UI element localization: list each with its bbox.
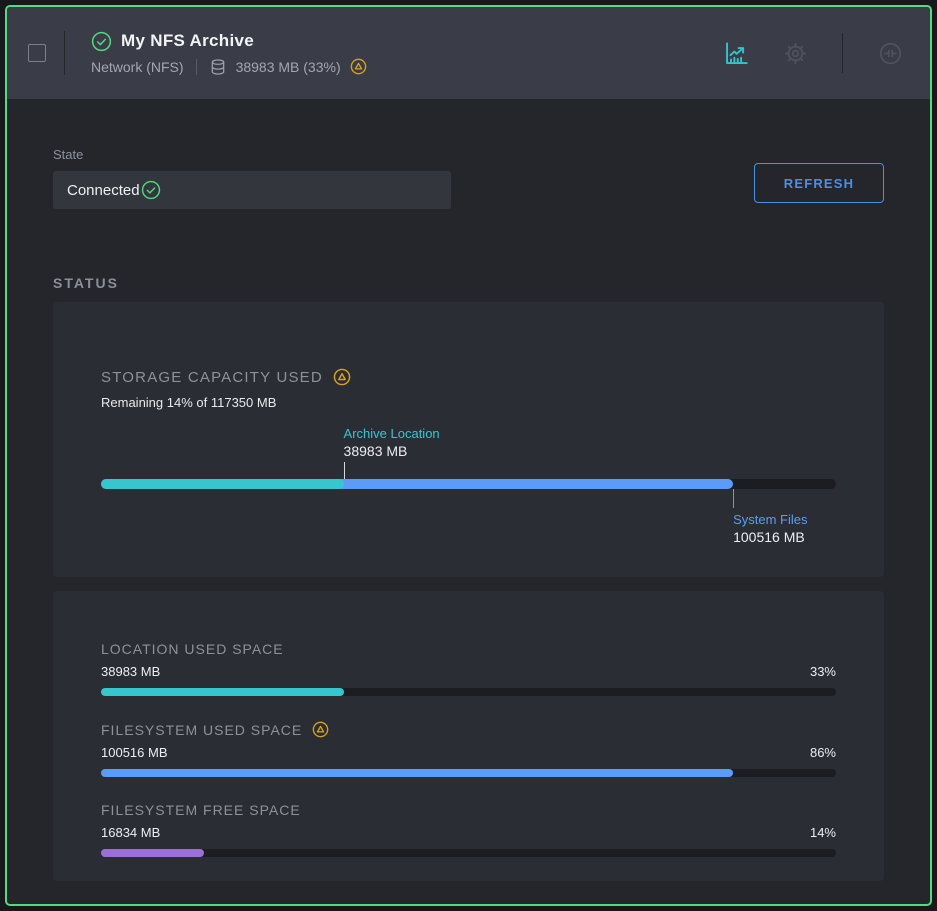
system-files-segment	[101, 479, 734, 489]
settings-gear-icon[interactable]	[783, 41, 808, 66]
archive-location-annotation: Archive Location 38983 MB	[101, 426, 836, 479]
state-label: State	[53, 147, 84, 162]
filesystem-free-space-percent: 14%	[809, 825, 836, 840]
subtitle-divider	[195, 58, 197, 75]
title-block: My NFS Archive Network (NFS) 38983 MB (3…	[91, 31, 367, 76]
page-title: My NFS Archive	[121, 31, 254, 50]
header-bar: My NFS Archive Network (NFS) 38983 MB (3…	[7, 7, 930, 99]
status-section-heading: STATUS	[53, 275, 119, 291]
warning-icon	[350, 58, 367, 75]
location-used-space-fill	[101, 688, 344, 696]
header-actions	[688, 33, 904, 73]
header-divider	[64, 31, 65, 75]
usage-details-card: LOCATION USED SPACE 38983 MB 33% FILESYS…	[53, 591, 884, 881]
filesystem-used-space-percent: 86%	[809, 745, 836, 760]
archive-detail-window: My NFS Archive Network (NFS) 38983 MB (3…	[5, 5, 932, 906]
page-body: State Connected REFRESH STATUS STORAGE C…	[7, 99, 930, 904]
location-used-space-bar	[101, 688, 836, 696]
storage-capacity-card: STORAGE CAPACITY USED Remaining 14% of 1…	[53, 302, 884, 577]
filesystem-free-space-label: FILESYSTEM FREE SPACE	[101, 802, 301, 818]
connected-check-icon	[91, 31, 112, 52]
capacity-stacked-bar	[101, 479, 836, 489]
actions-divider	[842, 33, 843, 73]
archive-type-label: Network (NFS)	[91, 58, 184, 75]
state-value: Connected	[67, 181, 140, 199]
state-row: State Connected REFRESH	[53, 147, 884, 209]
filesystem-used-warning-icon	[312, 721, 329, 738]
system-files-value: 100516 MB	[733, 529, 805, 545]
filesystem-used-space-row: FILESYSTEM USED SPACE 100516 MB 86%	[101, 721, 836, 777]
capacity-remaining-label: Remaining 14% of 117350 MB	[101, 395, 277, 410]
filesystem-used-space-fill	[101, 769, 734, 777]
location-used-space-percent: 33%	[809, 664, 836, 679]
filesystem-used-space-label: FILESYSTEM USED SPACE	[101, 721, 303, 738]
location-used-space-value: 38983 MB	[101, 664, 161, 679]
filesystem-free-space-row: FILESYSTEM FREE SPACE 16834 MB 14%	[101, 802, 836, 857]
capacity-card-title: STORAGE CAPACITY USED	[101, 368, 323, 386]
disconnect-icon[interactable]	[877, 40, 904, 67]
state-connected-check-icon	[141, 180, 161, 200]
capacity-warning-icon	[333, 368, 351, 386]
filesystem-free-space-value: 16834 MB	[101, 825, 161, 840]
archive-location-value: 38983 MB	[343, 443, 408, 459]
filesystem-used-space-value: 100516 MB	[101, 745, 168, 760]
archive-location-segment	[101, 479, 344, 489]
archive-location-tick	[343, 462, 345, 479]
statistics-icon[interactable]	[722, 40, 749, 67]
filesystem-used-space-bar	[101, 769, 836, 777]
system-files-label: System Files	[733, 512, 808, 527]
location-used-space-label: LOCATION USED SPACE	[101, 641, 284, 657]
filesystem-free-space-fill	[101, 849, 204, 857]
filesystem-free-space-bar	[101, 849, 836, 857]
archive-location-label: Archive Location	[343, 426, 440, 441]
state-field[interactable]: Connected	[53, 171, 451, 209]
location-used-space-row: LOCATION USED SPACE 38983 MB 33%	[101, 641, 836, 696]
system-files-annotation: System Files 100516 MB	[101, 489, 836, 547]
system-files-tick	[733, 489, 735, 508]
select-checkbox[interactable]	[28, 44, 46, 62]
usage-summary-label: 38983 MB (33%)	[235, 58, 341, 75]
refresh-button[interactable]: REFRESH	[754, 163, 884, 203]
database-icon	[209, 58, 227, 76]
